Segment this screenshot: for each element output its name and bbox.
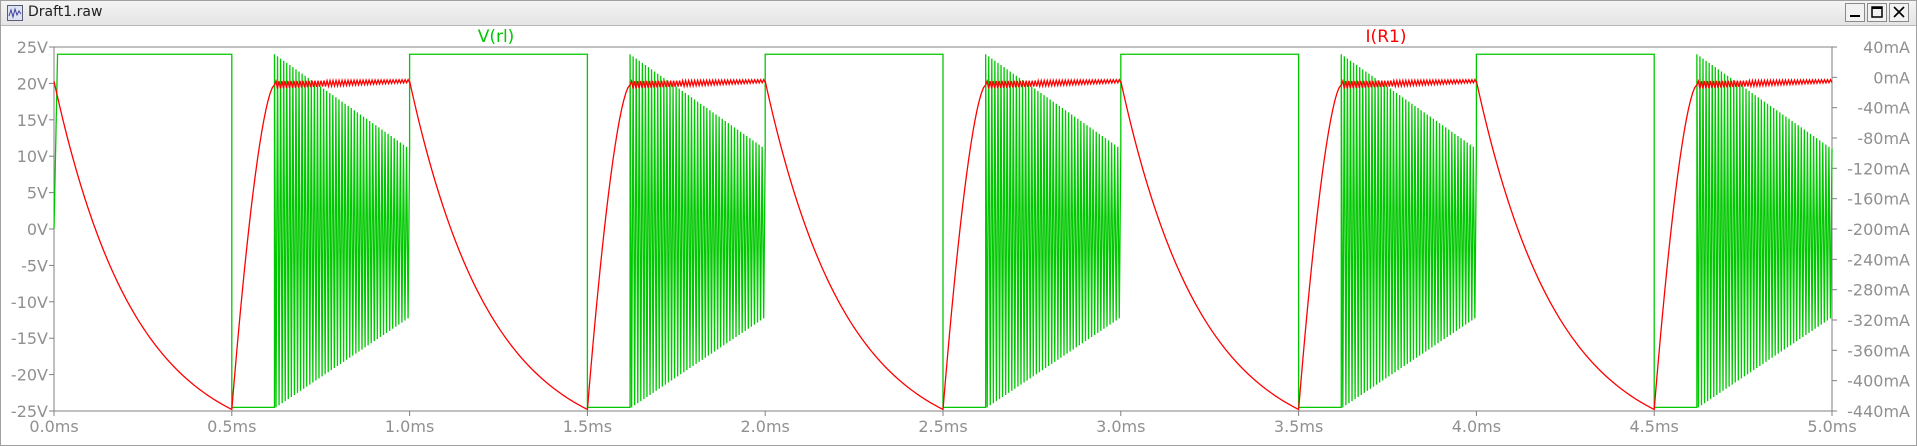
close-icon	[1893, 6, 1905, 18]
series-i-r1-line	[53, 77, 1833, 411]
right-tick-label: -240mA	[1847, 250, 1910, 269]
x-tick-label: 3.5ms	[1274, 417, 1323, 436]
minimize-icon	[1850, 15, 1860, 17]
legend-label-v-rl[interactable]: V(rl)	[478, 27, 515, 47]
left-tick-label: 20V	[17, 74, 48, 93]
close-button[interactable]	[1889, 3, 1909, 22]
left-tick-label: 15V	[17, 111, 48, 130]
right-tick-label: 40mA	[1863, 38, 1910, 57]
right-tick-label: -40mA	[1857, 99, 1910, 118]
legend: V(rl) I(R1)	[478, 27, 1407, 47]
x-tick-label: 2.0ms	[741, 417, 790, 436]
series-v-rl-line	[53, 53, 1833, 409]
x-tick-label: 4.5ms	[1630, 417, 1679, 436]
x-tick-label: 5.0ms	[1807, 417, 1856, 436]
legend-label-i-r1[interactable]: I(R1)	[1366, 27, 1407, 47]
left-tick-label: -15V	[11, 329, 48, 348]
left-tick-label: -20V	[11, 366, 48, 385]
x-tick-label: 1.0ms	[385, 417, 434, 436]
right-tick-label: -120mA	[1847, 159, 1910, 178]
right-tick-label: -80mA	[1857, 129, 1910, 148]
right-tick-label: -320mA	[1847, 311, 1910, 330]
x-tick-label: 4.0ms	[1452, 417, 1501, 436]
x-tick-label: 2.5ms	[918, 417, 967, 436]
right-tick-label: -280mA	[1847, 281, 1910, 300]
left-tick-label: -5V	[21, 256, 48, 275]
right-tick-label: 0mA	[1873, 68, 1910, 87]
left-tick-label: -25V	[11, 402, 48, 421]
left-tick-label: 10V	[17, 147, 48, 166]
right-tick-label: -160mA	[1847, 190, 1910, 209]
left-tick-label: -10V	[11, 293, 48, 312]
series-layer	[53, 53, 1833, 411]
maximize-icon	[1871, 6, 1883, 18]
right-tick-label: -400mA	[1847, 372, 1910, 391]
x-tick-label: 3.0ms	[1096, 417, 1145, 436]
right-tick-label: -360mA	[1847, 341, 1910, 360]
left-tick-label: 25V	[17, 38, 48, 57]
maximize-button[interactable]	[1867, 3, 1887, 22]
right-tick-label: -200mA	[1847, 220, 1910, 239]
left-tick-label: 0V	[27, 220, 48, 239]
waveform-plot[interactable]: 0.0ms 0.5ms 1.0ms 1.5ms 2.0ms 2.5ms 3.0ms 3.5ms…	[1, 26, 1916, 444]
x-tick-label: 1.5ms	[563, 417, 612, 436]
right-tick-label: -440mA	[1847, 402, 1910, 421]
x-tick-label: 0.0ms	[29, 417, 78, 436]
x-tick-label: 0.5ms	[207, 417, 256, 436]
window-title: Draft1.raw	[28, 4, 103, 20]
left-tick-label: 5V	[27, 184, 48, 203]
title-bar[interactable]: Draft1.raw	[1, 1, 1916, 26]
axes: 0.0ms 0.5ms 1.0ms 1.5ms 2.0ms 2.5ms 3.0ms 3.5ms…	[11, 38, 1910, 436]
waveform-app-icon	[7, 5, 23, 21]
minimize-button[interactable]	[1845, 3, 1865, 22]
